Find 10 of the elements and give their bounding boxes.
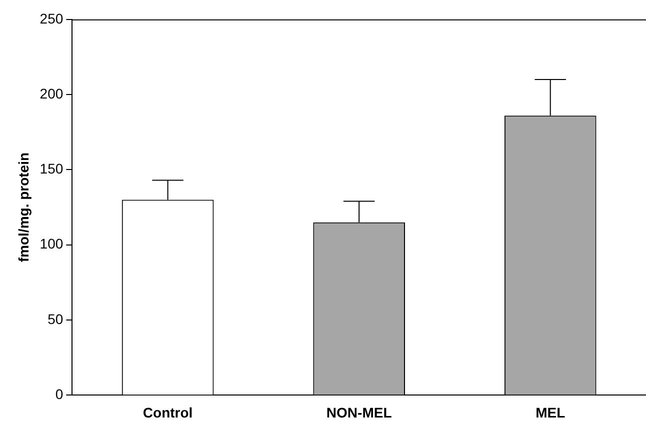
- y-tick-label: 200: [40, 85, 64, 102]
- y-tick-label: 0: [55, 386, 64, 402]
- y-tick-label: 100: [40, 236, 64, 252]
- y-axis-title: fmol/mg. protein: [15, 152, 32, 262]
- x-tick-label: MEL: [536, 404, 566, 420]
- x-tick-label: NON-MEL: [326, 404, 392, 420]
- y-tick-label: 150: [40, 160, 64, 177]
- x-tick-label: Control: [142, 404, 193, 420]
- y-tick-label: 250: [40, 10, 64, 26]
- y-tick-label: 50: [48, 310, 64, 327]
